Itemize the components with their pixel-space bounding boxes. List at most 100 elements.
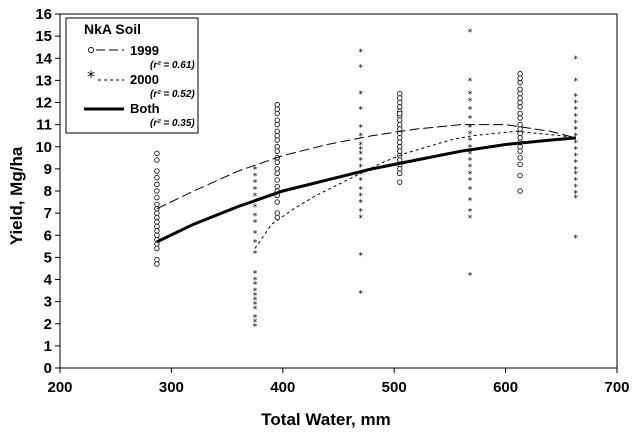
point-2000-60: *	[468, 272, 473, 282]
y-tick-label-9: 9	[44, 161, 52, 178]
point-2000-77: *	[574, 176, 579, 186]
x-tick-label-700: 700	[604, 379, 629, 396]
point-1999-70	[517, 110, 523, 117]
point-1999-82	[517, 188, 523, 194]
point-2000-74: *	[574, 159, 579, 169]
point-2000-44: *	[468, 97, 473, 107]
point-1999-2	[154, 168, 160, 174]
point-1999-49	[397, 126, 403, 132]
y-tick-label-11: 11	[36, 117, 52, 134]
point-2000-67: *	[574, 112, 579, 122]
point-1999-72	[517, 121, 523, 128]
point-1999-47	[397, 117, 403, 123]
point-2000-81: *	[574, 234, 579, 244]
point-2000-47: *	[468, 123, 473, 133]
point-2000-30: *	[359, 157, 364, 167]
point-2000-26: *	[359, 123, 364, 133]
point-1999-59	[397, 170, 403, 176]
x-tick-label-200: 200	[47, 379, 72, 396]
legend-label-both: Both	[130, 101, 160, 116]
point-2000-48: *	[468, 130, 473, 140]
point-2000-19: *	[253, 314, 258, 324]
y-tick-label-5: 5	[44, 249, 52, 266]
point-2000-43: *	[468, 77, 473, 87]
point-1999-10	[154, 214, 160, 221]
point-1999-63	[517, 75, 523, 81]
point-1999-7	[154, 201, 160, 207]
y-tick-label-13: 13	[35, 72, 52, 89]
y-tick-label-15: 15	[35, 28, 52, 45]
y-tick-label-4: 4	[44, 272, 53, 289]
x-tick-label-500: 500	[382, 379, 407, 396]
point-1999-6	[154, 194, 160, 201]
point-1999-4	[154, 181, 160, 188]
legend-r2-1999: (r² = 0.61)	[150, 60, 195, 71]
point-2000-41: *	[359, 145, 364, 155]
legend-label-2000: 2000	[130, 72, 159, 87]
point-1999-35	[274, 183, 280, 190]
point-2000-75: *	[574, 165, 579, 175]
point-2000-29: *	[359, 150, 364, 160]
point-2000-22: *	[359, 48, 364, 58]
legend-marker-1999	[88, 47, 94, 53]
point-1999-58	[397, 166, 403, 172]
point-2000-45: *	[468, 106, 473, 116]
legend-title: NkA Soil	[84, 21, 141, 37]
point-2000-69: *	[574, 126, 579, 136]
point-1999-78	[517, 148, 523, 154]
point-1999-3	[154, 175, 160, 181]
point-2000-15: *	[253, 291, 258, 301]
point-2000-55: *	[468, 176, 473, 186]
point-2000-11: *	[253, 269, 258, 279]
point-2000-63: *	[574, 77, 579, 87]
point-2000-13: *	[253, 280, 258, 290]
point-2000-59: *	[468, 214, 473, 224]
point-1999-9	[154, 210, 160, 216]
point-2000-51: *	[468, 150, 473, 160]
point-2000-1: *	[253, 172, 258, 182]
point-2000-21: *	[253, 322, 258, 332]
y-tick-label-6: 6	[44, 227, 52, 244]
point-1999-43	[397, 99, 403, 106]
point-2000-50: *	[468, 143, 473, 153]
point-2000-53: *	[468, 163, 473, 173]
point-2000-14: *	[253, 287, 258, 297]
point-1999-54	[397, 148, 403, 154]
point-1999-38	[274, 199, 280, 205]
point-2000-40: *	[359, 289, 364, 299]
legend-label-1999: 1999	[130, 43, 159, 58]
point-1999-32	[274, 166, 280, 172]
legend-box	[65, 17, 199, 134]
point-1999-60	[397, 179, 403, 185]
y-tick-label-10: 10	[35, 139, 52, 156]
point-2000-8: *	[253, 230, 258, 240]
point-1999-11	[154, 219, 160, 225]
point-1999-61	[397, 110, 403, 117]
legend-r2-2000: (r² = 0.52)	[150, 89, 195, 100]
point-1999-19	[154, 261, 160, 267]
point-1999-51	[397, 135, 403, 141]
y-axis-title: Yield, Mg/ha	[7, 146, 26, 245]
point-1999-44	[397, 104, 403, 110]
point-2000-38: *	[359, 214, 364, 224]
point-2000-0: *	[253, 165, 258, 175]
point-2000-57: *	[468, 196, 473, 206]
point-2000-34: *	[359, 185, 364, 195]
point-2000-5: *	[253, 203, 258, 213]
point-1999-41	[397, 90, 403, 97]
fit-curve-2000	[254, 130, 576, 249]
point-1999-0	[154, 150, 160, 157]
legend: NkA Soil 1999 (r² = 0.61) * 2000 (r² = 0…	[65, 17, 199, 134]
point-2000-25: *	[359, 106, 364, 116]
point-2000-27: *	[359, 132, 364, 142]
point-2000-28: *	[359, 141, 364, 151]
fit-curve-1999	[156, 124, 576, 210]
point-1999-28	[274, 144, 280, 150]
point-2000-36: *	[359, 199, 364, 209]
y-tick-label-2: 2	[44, 316, 52, 333]
point-2000-24: *	[359, 90, 364, 100]
point-1999-42	[397, 95, 403, 101]
point-1999-69	[517, 104, 523, 110]
point-1999-33	[274, 170, 280, 176]
